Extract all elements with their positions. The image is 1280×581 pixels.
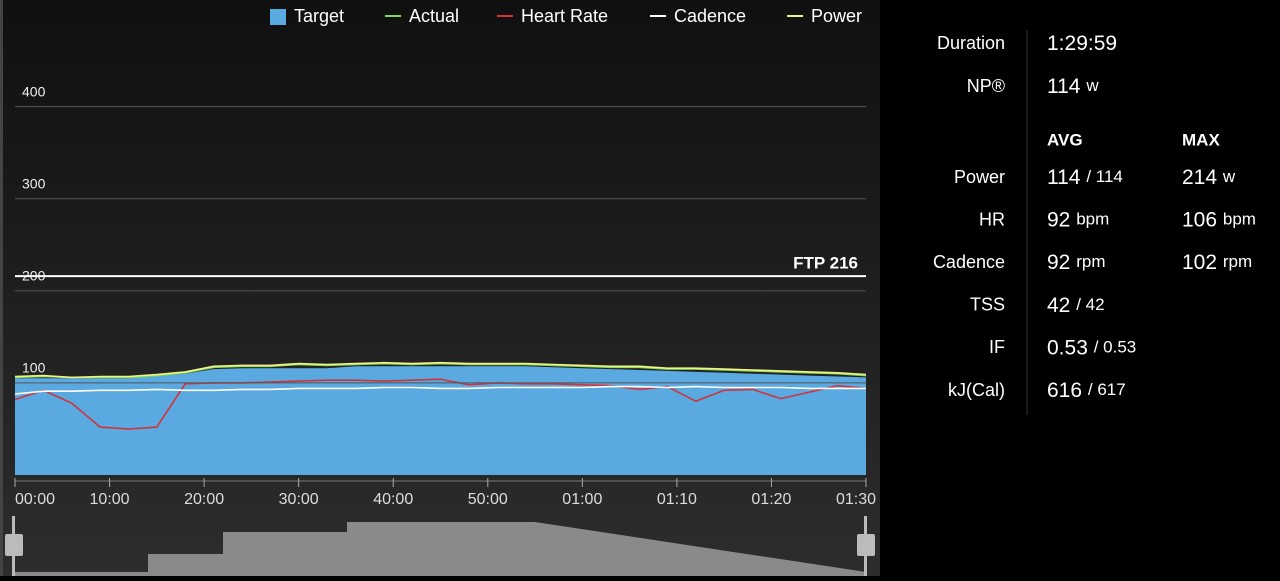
stat-unit: bpm [1223, 210, 1256, 229]
stat-number: 106 [1182, 208, 1217, 231]
x-tick-label: 30:00 [279, 491, 319, 508]
y-tick-label: 300 [22, 175, 46, 191]
stats: Duration 1:29:59 NP® 114 w AVG MAX Power 114 / … [933, 32, 1256, 402]
x-tick-label: 10:00 [90, 491, 130, 508]
navigator-profile [15, 522, 866, 576]
stat-value: 114 w [1047, 75, 1099, 98]
legend-label: Cadence [674, 6, 746, 26]
series-line [14, 378, 867, 430]
stat-unit: rpm [1223, 253, 1252, 272]
x-tick-label: 50:00 [468, 491, 508, 508]
stat-unit: rpm [1076, 253, 1105, 272]
edge [0, 0, 3, 576]
stat-number: 0.53 [1047, 336, 1088, 359]
stat-label: kJ(Cal) [948, 380, 1005, 400]
stat-label: HR [979, 209, 1005, 229]
stat-value: 616 / 617 [1047, 379, 1126, 402]
chart-background [0, 0, 880, 576]
target-area [15, 366, 866, 475]
stat-value: 0.53 / 0.53 [1047, 336, 1136, 359]
navigator-handle-bar[interactable] [12, 516, 15, 576]
legend-label: Power [811, 6, 862, 26]
x-tick-label: 01:10 [657, 491, 697, 508]
stat-number: 616 [1047, 379, 1082, 402]
y-tick-label: 100 [22, 360, 46, 376]
stat-label: Power [954, 167, 1005, 187]
x-tick-label: 01:30 [836, 491, 876, 508]
series-line [14, 362, 867, 379]
stat-unit: / 0.53 [1094, 338, 1137, 357]
stat-value: 1:29:59 [1047, 32, 1117, 55]
stat-number: 114 [1047, 75, 1081, 98]
x-tick-label: 01:20 [751, 491, 791, 508]
stat-unit: w [1222, 167, 1236, 186]
stat-number: 92 [1047, 251, 1070, 274]
ftp-label: FTP 216 [793, 254, 858, 273]
x-tick-label: 00:00 [15, 491, 55, 508]
stat-label: TSS [970, 295, 1005, 315]
y-tick-label: 400 [22, 83, 46, 99]
stat-label: Cadence [933, 252, 1005, 272]
stat-value: 114 / 114 [1047, 166, 1123, 189]
stat-unit: bpm [1076, 210, 1109, 229]
legend-label: Target [294, 6, 344, 26]
stat-header: MAX [1182, 130, 1220, 149]
stat-number: 92 [1047, 208, 1070, 231]
stat-number: 42 [1047, 293, 1070, 316]
stat-number: 102 [1182, 251, 1217, 274]
stat-label: IF [989, 337, 1005, 357]
stat-unit: / 114 [1086, 167, 1123, 186]
stat-unit: w [1085, 76, 1099, 95]
navigator-handle-bar[interactable] [864, 516, 867, 576]
stat-unit: / 617 [1088, 380, 1126, 399]
stat-number: 214 [1182, 166, 1217, 189]
stat-value: 214 w [1182, 166, 1236, 189]
stat-value: 106 bpm [1182, 208, 1256, 231]
stat-unit: / 42 [1076, 295, 1104, 314]
navigator [5, 516, 875, 576]
series-line [14, 385, 866, 395]
x-tick-label: 20:00 [184, 491, 224, 508]
stat-label: NP® [967, 76, 1005, 96]
legend-label: Actual [409, 6, 459, 26]
legend-label: Heart Rate [521, 6, 608, 26]
stat-value: 42 / 42 [1047, 293, 1105, 316]
stat-label: Duration [937, 33, 1005, 53]
stat-number: 1:29:59 [1047, 32, 1117, 55]
stat-value: 92 rpm [1047, 251, 1105, 274]
x-tick-label: 40:00 [373, 491, 413, 508]
stat-value: 92 bpm [1047, 208, 1109, 231]
series-line [14, 361, 867, 379]
stat-header: AVG [1047, 130, 1083, 149]
stats-background [880, 0, 1280, 576]
stat-value: 102 rpm [1182, 251, 1252, 274]
stat-number: 114 [1047, 166, 1081, 189]
x-tick-label: 01:00 [562, 491, 602, 508]
legend-swatch [270, 9, 286, 25]
